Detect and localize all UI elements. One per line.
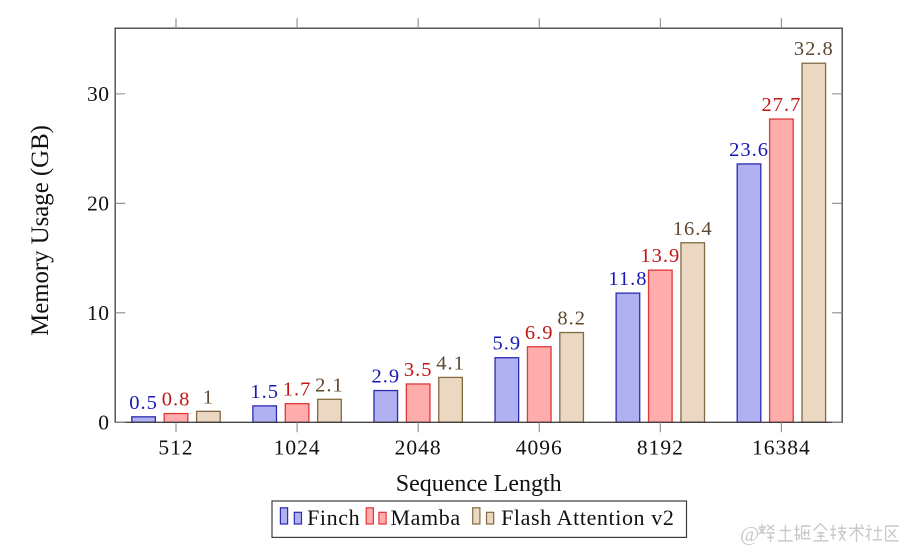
svg-text:0.8: 0.8 xyxy=(162,389,191,411)
svg-text:23.6: 23.6 xyxy=(729,139,769,161)
svg-text:Mamba: Mamba xyxy=(391,505,461,530)
svg-text:3.5: 3.5 xyxy=(404,359,433,381)
svg-text:4096: 4096 xyxy=(516,436,563,460)
svg-text:512: 512 xyxy=(158,436,193,460)
svg-text:Flash Attention v2: Flash Attention v2 xyxy=(501,505,674,530)
svg-text:8.2: 8.2 xyxy=(557,308,586,330)
svg-text:8192: 8192 xyxy=(637,436,684,460)
svg-text:1: 1 xyxy=(203,386,214,408)
svg-text:6.9: 6.9 xyxy=(525,322,554,344)
svg-text:20: 20 xyxy=(87,192,110,216)
svg-text:1024: 1024 xyxy=(274,436,321,460)
svg-text:32.8: 32.8 xyxy=(794,38,834,60)
svg-text:16.4: 16.4 xyxy=(673,218,713,240)
svg-text:13.9: 13.9 xyxy=(640,245,680,267)
svg-text:Sequence Length: Sequence Length xyxy=(396,471,562,497)
svg-text:5.9: 5.9 xyxy=(493,333,522,355)
svg-text:1.7: 1.7 xyxy=(283,379,312,401)
svg-text:0.5: 0.5 xyxy=(129,392,158,414)
svg-text:27.7: 27.7 xyxy=(761,94,801,116)
svg-text:2.9: 2.9 xyxy=(371,366,400,388)
svg-text:4.1: 4.1 xyxy=(436,352,465,374)
svg-text:Finch: Finch xyxy=(307,505,360,530)
svg-text:1.5: 1.5 xyxy=(250,381,279,403)
svg-text:@: @ xyxy=(740,522,759,546)
svg-text:10: 10 xyxy=(87,301,110,325)
svg-text:Memory Usage (GB): Memory Usage (GB) xyxy=(27,125,54,336)
svg-text:30: 30 xyxy=(87,82,110,106)
svg-text:2.1: 2.1 xyxy=(315,374,344,396)
svg-text:16384: 16384 xyxy=(752,436,811,460)
svg-text:0: 0 xyxy=(98,411,109,435)
svg-text:11.8: 11.8 xyxy=(608,268,647,290)
svg-text:2048: 2048 xyxy=(395,436,442,460)
